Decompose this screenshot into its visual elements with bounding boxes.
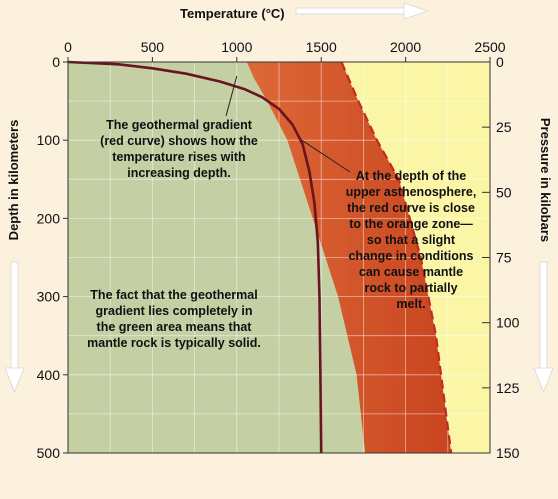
top-tick-label: 1000 — [221, 39, 252, 55]
grid — [68, 62, 490, 453]
right-tick-label: 150 — [496, 445, 520, 461]
right-axis-title: Pressure in kilobars — [538, 118, 553, 242]
top-axis-title: Temperature (°C) — [180, 6, 285, 21]
temperature-arrow-icon — [295, 2, 430, 20]
left-axis-title: Depth in kilometers — [6, 120, 21, 241]
orange-zone-dashed-boundary — [340, 61, 453, 454]
axes: 0 500 1000 1500 2000 250001002003004005000255… — [37, 39, 520, 461]
leaders — [225, 75, 351, 173]
asthenosphere-annotation: At the depth of the upper asthenosphere,… — [345, 169, 477, 311]
top-tick-label: 0 — [64, 39, 72, 55]
left-tick-label: 0 — [52, 54, 60, 70]
right-tick-label: 25 — [496, 119, 512, 135]
leader-line — [301, 139, 351, 173]
right-tick-label: 100 — [496, 315, 520, 331]
geothermal-gradient-curve — [67, 60, 323, 454]
series — [67, 60, 453, 454]
solid-annotation: The fact that the geothermal gradient li… — [87, 288, 261, 350]
gradient-annotation: The geothermal gradient (red curve) show… — [100, 118, 258, 180]
right-tick-label: 125 — [496, 380, 520, 396]
top-tick-label: 1500 — [306, 39, 337, 55]
right-tick-label: 75 — [496, 250, 512, 266]
left-tick-label: 100 — [37, 132, 61, 148]
left-tick-label: 300 — [37, 289, 61, 305]
depth-arrow-icon — [4, 261, 25, 394]
top-tick-label: 2500 — [474, 39, 505, 55]
pressure-arrow-icon — [533, 261, 554, 394]
right-tick-label: 50 — [496, 184, 512, 200]
top-tick-label: 500 — [141, 39, 165, 55]
leader-line — [225, 75, 238, 117]
right-tick-label: 0 — [496, 54, 504, 70]
left-tick-label: 500 — [37, 445, 61, 461]
left-tick-label: 200 — [37, 210, 61, 226]
top-tick-label: 2000 — [390, 39, 421, 55]
left-tick-label: 400 — [37, 367, 61, 383]
